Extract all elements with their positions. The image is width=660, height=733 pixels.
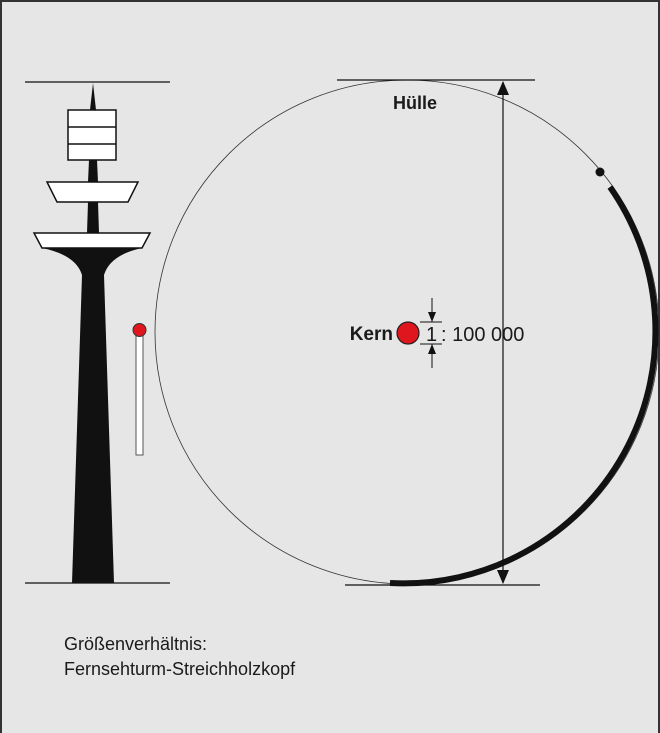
shell-arc: [389, 185, 659, 587]
shell-label: Hülle: [393, 93, 437, 113]
core: [396, 298, 442, 368]
electron: [595, 167, 605, 177]
match: [132, 323, 147, 456]
ratio-rest: : 100 000: [441, 324, 524, 346]
core-label: Kern: [350, 324, 393, 345]
caption-line: Fernsehturm-Streichholzkopf: [64, 659, 296, 679]
dimension: [337, 79, 540, 586]
tower: [25, 81, 170, 584]
ratio-one: 1: [426, 324, 437, 346]
caption-line: Größenverhältnis:: [64, 634, 207, 654]
